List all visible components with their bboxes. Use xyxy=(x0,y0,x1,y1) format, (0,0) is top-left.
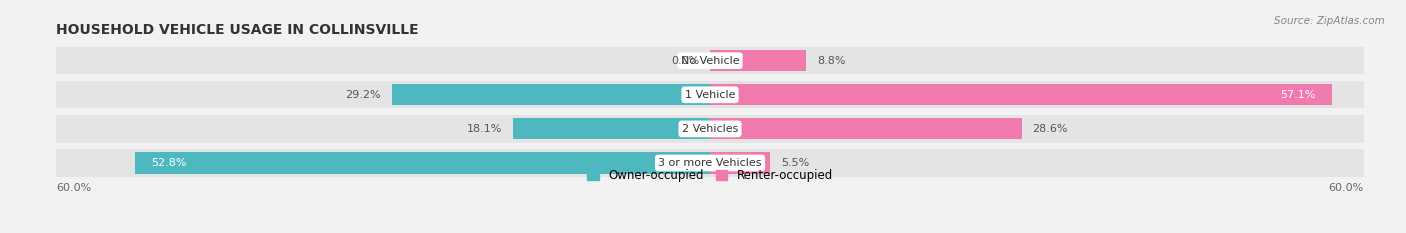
Text: 28.6%: 28.6% xyxy=(1032,124,1069,134)
Text: 52.8%: 52.8% xyxy=(150,158,187,168)
Bar xyxy=(710,152,770,174)
Bar xyxy=(710,50,806,71)
Legend: Owner-occupied, Renter-occupied: Owner-occupied, Renter-occupied xyxy=(582,164,838,187)
Text: 2 Vehicles: 2 Vehicles xyxy=(682,124,738,134)
Bar xyxy=(392,84,710,105)
Text: 60.0%: 60.0% xyxy=(56,183,91,193)
Bar xyxy=(710,118,1022,140)
Text: 5.5%: 5.5% xyxy=(780,158,808,168)
Text: 8.8%: 8.8% xyxy=(817,56,845,66)
Text: 0.0%: 0.0% xyxy=(671,56,699,66)
Bar xyxy=(56,115,1364,143)
Text: 57.1%: 57.1% xyxy=(1281,90,1316,100)
Text: No Vehicle: No Vehicle xyxy=(681,56,740,66)
Bar xyxy=(710,84,1333,105)
Text: 18.1%: 18.1% xyxy=(467,124,502,134)
Text: HOUSEHOLD VEHICLE USAGE IN COLLINSVILLE: HOUSEHOLD VEHICLE USAGE IN COLLINSVILLE xyxy=(56,23,419,37)
Text: 3 or more Vehicles: 3 or more Vehicles xyxy=(658,158,762,168)
Text: 1 Vehicle: 1 Vehicle xyxy=(685,90,735,100)
Text: 60.0%: 60.0% xyxy=(1329,183,1364,193)
Bar xyxy=(56,47,1364,74)
Bar xyxy=(513,118,710,140)
Text: Source: ZipAtlas.com: Source: ZipAtlas.com xyxy=(1274,16,1385,26)
Text: 29.2%: 29.2% xyxy=(346,90,381,100)
Bar xyxy=(56,149,1364,177)
Bar xyxy=(135,152,710,174)
Bar xyxy=(56,81,1364,108)
